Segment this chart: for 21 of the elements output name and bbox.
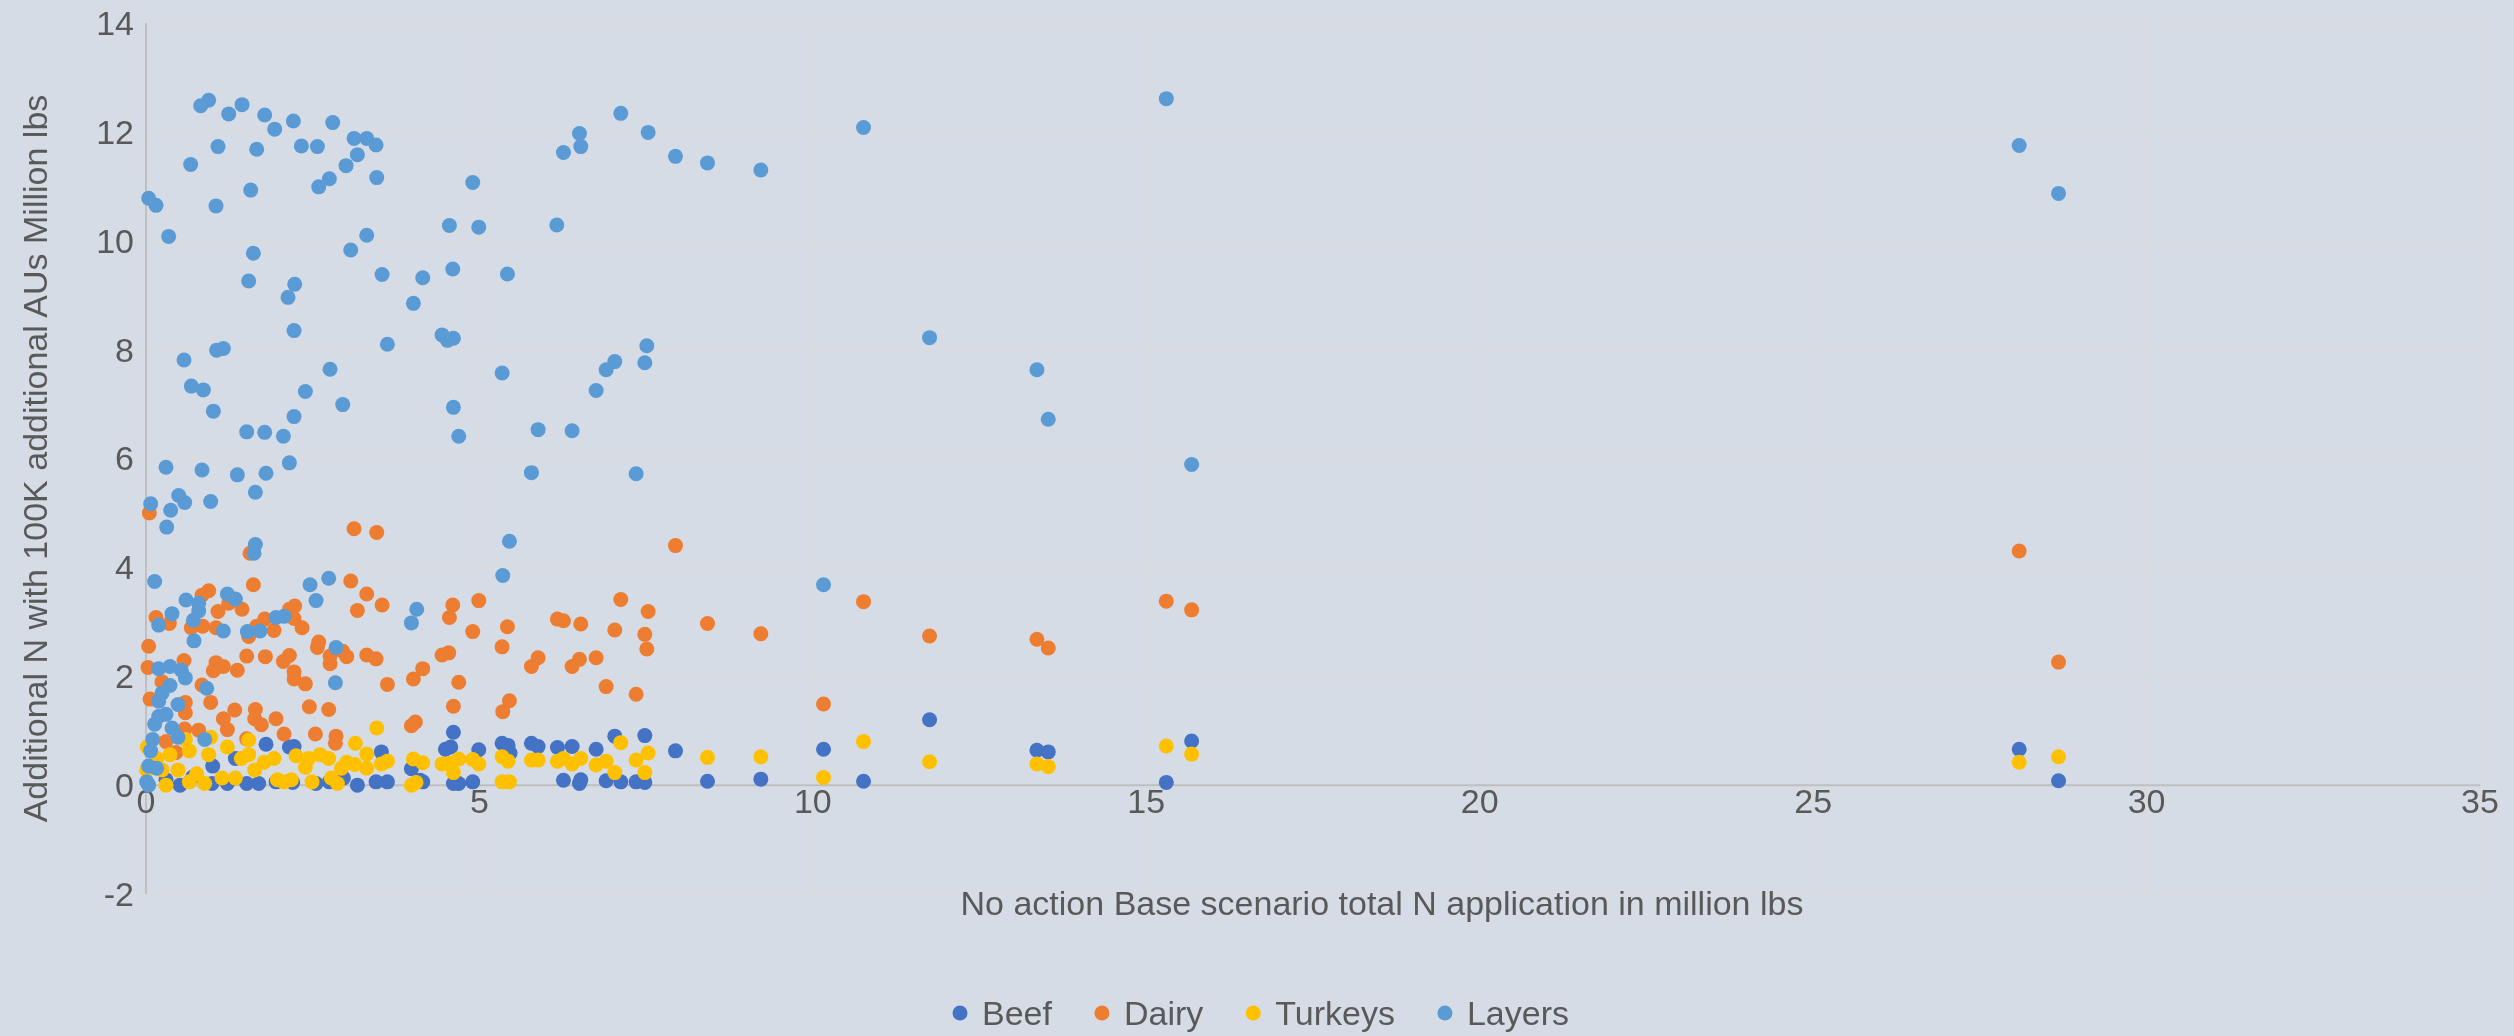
legend-label: Beef [982, 993, 1053, 1032]
y-tick-label: 8 [115, 330, 134, 369]
x-tick-label: 10 [793, 782, 832, 821]
x-tick-label: 35 [2461, 782, 2499, 821]
x-tick-label: 30 [2127, 782, 2166, 821]
legend-label: Turkeys [1275, 993, 1395, 1032]
x-axis-title: No action Base scenario total N application in million lbs [960, 884, 1804, 922]
legend-label: Dairy [1123, 993, 1204, 1032]
y-tick-label: 4 [115, 548, 134, 587]
y-tick-label: -2 [103, 874, 134, 913]
y-axis-title: Additional N with 100K additional AUs Million lbs [15, 94, 54, 823]
y-tick-label: 12 [96, 112, 134, 151]
y-tick-label: 2 [115, 657, 134, 696]
legend-label: Layers [1466, 993, 1569, 1032]
y-tick-label: 14 [96, 3, 134, 42]
x-tick-label: 15 [1127, 782, 1166, 821]
x-tick-label: 25 [1794, 782, 1833, 821]
y-tick-label: 6 [115, 439, 134, 478]
x-tick-label: 5 [469, 782, 489, 821]
y-tick-label: 10 [96, 221, 134, 260]
x-tick-label: 20 [1460, 782, 1499, 821]
